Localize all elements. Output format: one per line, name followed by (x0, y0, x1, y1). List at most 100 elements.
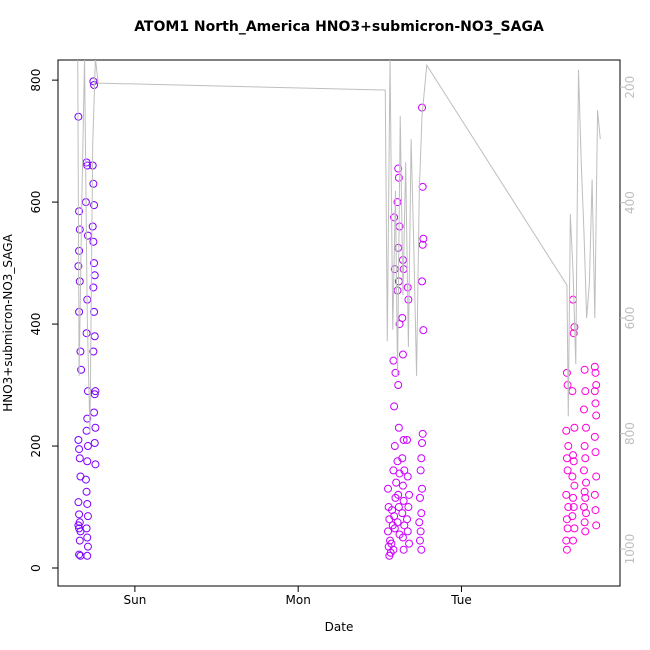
point (580, 487, 589, 496)
point (82, 487, 91, 496)
point (581, 423, 590, 432)
y-axis-label: HNO3+submicron-NO3_SAGA (1, 233, 15, 411)
point (83, 414, 92, 423)
point (75, 207, 84, 216)
point (392, 478, 401, 487)
point (417, 454, 426, 463)
x-axis-label: Date (325, 620, 354, 634)
chart-title: ATOM1 North_America HNO3+submicron-NO3_S… (134, 19, 544, 35)
point (76, 347, 85, 356)
point (398, 509, 407, 518)
point (390, 402, 399, 411)
point (75, 550, 84, 559)
point (569, 493, 578, 502)
point (75, 277, 84, 286)
point (394, 164, 403, 173)
plot-area (74, 60, 601, 560)
point (404, 295, 413, 304)
point (83, 512, 92, 521)
x-tick-label: Mon (286, 593, 311, 607)
point (83, 551, 92, 560)
point (403, 527, 412, 536)
point (590, 490, 599, 499)
point (590, 432, 599, 441)
point (416, 527, 425, 536)
point (564, 442, 573, 451)
point (569, 451, 578, 460)
point (389, 466, 398, 475)
point (75, 445, 84, 454)
point (399, 435, 408, 444)
point (591, 399, 600, 408)
point (83, 533, 92, 542)
point (77, 365, 86, 374)
point (417, 509, 426, 518)
point (390, 512, 399, 521)
point (88, 222, 97, 231)
y-tick-label: 600 (29, 191, 43, 214)
point (398, 454, 407, 463)
point (90, 201, 99, 210)
point (89, 347, 98, 356)
point (419, 326, 428, 335)
point (592, 472, 601, 481)
point (591, 448, 600, 457)
point (75, 246, 84, 255)
point (418, 103, 427, 112)
point (570, 423, 579, 432)
point (403, 435, 412, 444)
point (581, 509, 590, 518)
point (417, 545, 426, 554)
point (75, 225, 84, 234)
point (403, 515, 412, 524)
point (581, 493, 590, 502)
point (415, 518, 424, 527)
point (591, 506, 600, 515)
y2-tick-label: 600 (623, 307, 637, 330)
point (393, 518, 402, 527)
point (562, 545, 571, 554)
point (83, 442, 92, 451)
point (398, 313, 407, 322)
y2-tick-label: 400 (623, 191, 637, 214)
point (75, 510, 84, 519)
point (74, 435, 83, 444)
point (399, 545, 408, 554)
point (590, 362, 599, 371)
point (398, 481, 407, 490)
point (383, 484, 392, 493)
point (562, 490, 571, 499)
point (91, 423, 100, 432)
point (418, 438, 427, 447)
point (569, 503, 578, 512)
point (90, 332, 99, 341)
point (568, 472, 577, 481)
point (564, 503, 573, 512)
point (398, 350, 407, 359)
point (419, 234, 428, 243)
point (394, 423, 403, 432)
point (592, 381, 601, 390)
point (415, 536, 424, 545)
point (89, 283, 98, 292)
point (418, 240, 427, 249)
point (400, 466, 409, 475)
x-tick-label: Tue (450, 593, 472, 607)
point (90, 390, 99, 399)
point (75, 454, 84, 463)
point (90, 408, 99, 417)
point (569, 295, 578, 304)
point (415, 493, 424, 502)
point (405, 539, 414, 548)
point (562, 426, 571, 435)
point (399, 496, 408, 505)
point (581, 478, 590, 487)
y2-tick-label: 200 (623, 76, 637, 99)
point (570, 524, 579, 533)
point (418, 429, 427, 438)
point (418, 277, 427, 286)
point (570, 481, 579, 490)
y-tick-label: 200 (29, 435, 43, 458)
point (579, 405, 588, 414)
point (562, 454, 571, 463)
